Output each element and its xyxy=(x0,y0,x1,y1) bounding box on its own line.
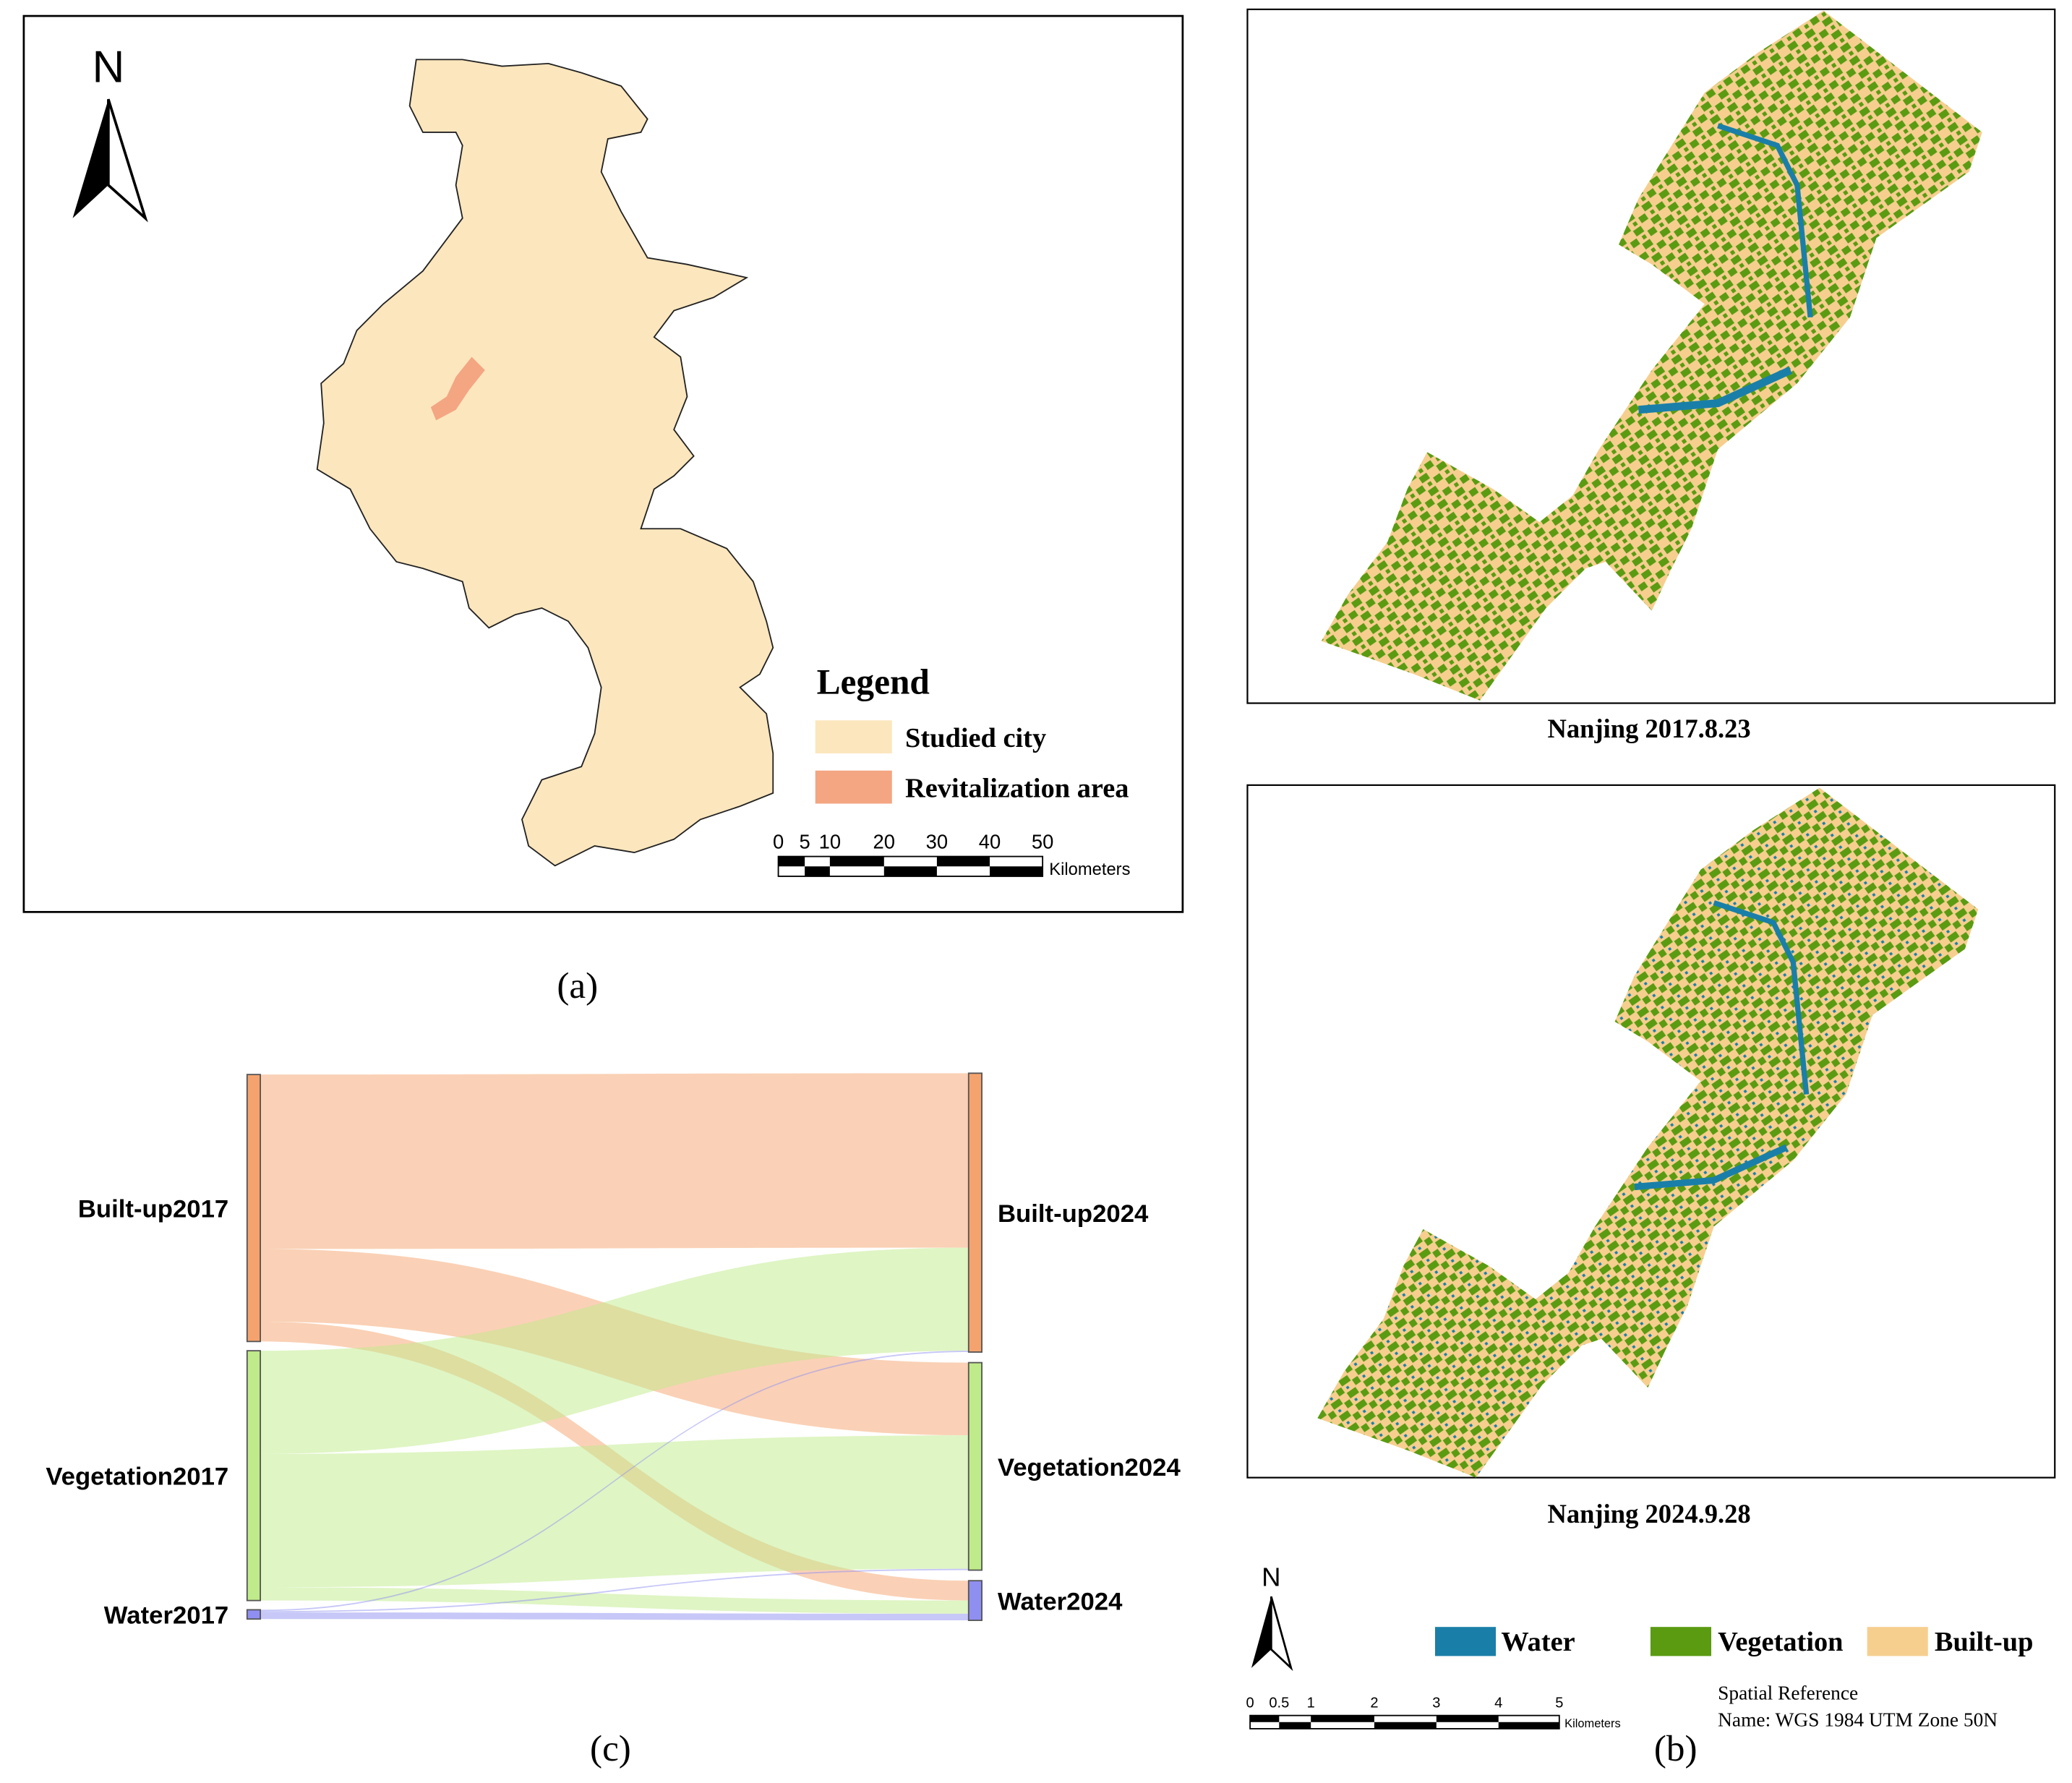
node-label: Built-up2017 xyxy=(78,1196,228,1223)
scale-label: 2 xyxy=(1370,1696,1378,1711)
scale-segment xyxy=(805,866,830,876)
scale-label: 30 xyxy=(926,831,948,853)
sankey-node xyxy=(246,1074,261,1343)
scale-segment xyxy=(829,856,884,867)
scale-unit: Kilometers xyxy=(1049,860,1130,879)
river xyxy=(1713,900,1810,1095)
scale-label: 10 xyxy=(819,831,841,853)
scale-label: 1 xyxy=(1307,1696,1315,1711)
scale-segment xyxy=(1279,1722,1311,1729)
node-label: Water2024 xyxy=(998,1588,1123,1615)
sankey-link xyxy=(260,1435,969,1588)
north-arrow xyxy=(1251,1596,1272,1668)
sankey-node xyxy=(246,1350,261,1602)
scale-label: 4 xyxy=(1494,1696,1502,1711)
scale-label: 5 xyxy=(800,831,810,853)
sankey-node xyxy=(967,1072,983,1353)
spatial-reference: Spatial Reference xyxy=(1718,1682,1858,1704)
scale-segment xyxy=(1250,1715,1280,1722)
legend-swatch xyxy=(1650,1627,1712,1656)
river xyxy=(1638,366,1792,414)
studied-city xyxy=(316,59,774,867)
north-label: N xyxy=(1262,1562,1280,1592)
sankey-node xyxy=(967,1361,983,1571)
scale-label: 20 xyxy=(873,831,895,853)
spatial-reference: Name: WGS 1984 UTM Zone 50N xyxy=(1718,1709,1998,1730)
revitalization-area xyxy=(430,356,485,421)
river xyxy=(1634,1144,1789,1191)
sankey-link xyxy=(260,1351,969,1612)
sankey-node xyxy=(967,1580,983,1621)
scale-bar: 0 5 10 20 30 40 50 Kilometers xyxy=(773,831,1131,880)
scale-segment xyxy=(990,866,1043,876)
scale-segment xyxy=(1498,1722,1559,1729)
north-label: N xyxy=(92,42,124,92)
node-label: Vegetation2024 xyxy=(998,1454,1181,1481)
legend-label: Built-up xyxy=(1935,1627,2034,1657)
caption: (c) xyxy=(590,1728,631,1769)
scale-unit: Kilometers xyxy=(1564,1717,1621,1730)
scale-segment xyxy=(883,866,937,876)
map-title: Nanjing 2024.9.28 xyxy=(1547,1499,1750,1528)
node-label: Water2017 xyxy=(104,1602,228,1630)
north-arrow xyxy=(1270,1596,1293,1672)
legend-label: Water xyxy=(1501,1627,1575,1657)
scale-label: 5 xyxy=(1555,1696,1563,1711)
sankey-node xyxy=(246,1609,261,1620)
legend-swatch xyxy=(1434,1627,1497,1656)
legend-swatch xyxy=(815,770,892,804)
scale-segment xyxy=(1311,1715,1374,1722)
sankey-link xyxy=(260,1568,969,1613)
scale-segment xyxy=(1436,1715,1499,1722)
scale-segment xyxy=(1374,1722,1437,1729)
river xyxy=(1716,123,1813,318)
map-title: Nanjing 2017.8.23 xyxy=(1547,714,1750,743)
scale-label: 40 xyxy=(979,831,1001,853)
sankey-link xyxy=(260,1247,969,1454)
land-cover-map xyxy=(1317,787,1979,1478)
caption: (b) xyxy=(1654,1728,1698,1769)
scale-segment xyxy=(778,856,805,867)
sankey-chart: Built-up2017 Vegetation2017 Water2017 Built… xyxy=(46,1072,1181,1630)
north-arrow xyxy=(107,98,148,223)
sankey-link xyxy=(260,1073,969,1249)
legend-label: Studied city xyxy=(905,723,1046,753)
scale-label: 0.5 xyxy=(1269,1696,1289,1711)
legend-swatch xyxy=(815,720,892,753)
sankey-link xyxy=(260,1587,969,1614)
scale-label: 50 xyxy=(1032,831,1053,853)
scale-label: 0 xyxy=(1246,1696,1254,1711)
scale-label: 3 xyxy=(1432,1696,1440,1711)
legend-swatch xyxy=(1867,1627,1928,1656)
scale-segment xyxy=(936,856,990,867)
legend-label: Vegetation xyxy=(1718,1627,1843,1657)
land-cover-map xyxy=(1321,10,1982,701)
node-label: Vegetation2017 xyxy=(46,1463,228,1491)
scale-label: 0 xyxy=(773,831,784,853)
legend-title: Legend xyxy=(817,662,930,702)
sankey-link xyxy=(260,1612,969,1621)
caption: (a) xyxy=(557,965,598,1006)
legend-label: Revitalization area xyxy=(905,773,1129,803)
node-label: Built-up2024 xyxy=(998,1200,1149,1228)
